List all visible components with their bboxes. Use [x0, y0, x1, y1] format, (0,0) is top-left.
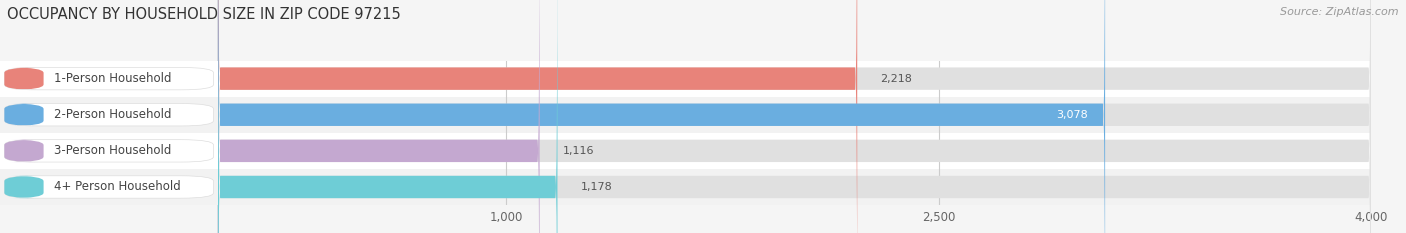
FancyBboxPatch shape: [0, 169, 218, 205]
FancyBboxPatch shape: [218, 61, 1371, 97]
FancyBboxPatch shape: [0, 133, 218, 169]
FancyBboxPatch shape: [218, 0, 1371, 233]
Text: 2,218: 2,218: [880, 74, 912, 84]
Text: 1,116: 1,116: [562, 146, 595, 156]
FancyBboxPatch shape: [218, 133, 1371, 169]
FancyBboxPatch shape: [4, 140, 214, 162]
FancyBboxPatch shape: [218, 0, 1371, 233]
FancyBboxPatch shape: [218, 0, 1371, 233]
Text: 1,178: 1,178: [581, 182, 612, 192]
FancyBboxPatch shape: [218, 97, 1371, 133]
FancyBboxPatch shape: [4, 103, 214, 126]
Text: 1-Person Household: 1-Person Household: [55, 72, 172, 85]
Text: 3-Person Household: 3-Person Household: [55, 144, 172, 157]
FancyBboxPatch shape: [218, 0, 540, 233]
Text: 2-Person Household: 2-Person Household: [55, 108, 172, 121]
FancyBboxPatch shape: [0, 97, 218, 133]
FancyBboxPatch shape: [218, 0, 557, 233]
Text: Source: ZipAtlas.com: Source: ZipAtlas.com: [1281, 7, 1399, 17]
FancyBboxPatch shape: [4, 176, 44, 198]
FancyBboxPatch shape: [218, 0, 1105, 233]
FancyBboxPatch shape: [4, 140, 44, 162]
FancyBboxPatch shape: [4, 67, 44, 90]
Text: 3,078: 3,078: [1056, 110, 1088, 120]
Text: OCCUPANCY BY HOUSEHOLD SIZE IN ZIP CODE 97215: OCCUPANCY BY HOUSEHOLD SIZE IN ZIP CODE …: [7, 7, 401, 22]
FancyBboxPatch shape: [218, 0, 1371, 233]
FancyBboxPatch shape: [218, 169, 1371, 205]
FancyBboxPatch shape: [4, 103, 44, 126]
Text: 4+ Person Household: 4+ Person Household: [55, 181, 181, 193]
FancyBboxPatch shape: [4, 176, 214, 198]
FancyBboxPatch shape: [218, 0, 858, 233]
FancyBboxPatch shape: [0, 61, 218, 97]
FancyBboxPatch shape: [4, 67, 214, 90]
